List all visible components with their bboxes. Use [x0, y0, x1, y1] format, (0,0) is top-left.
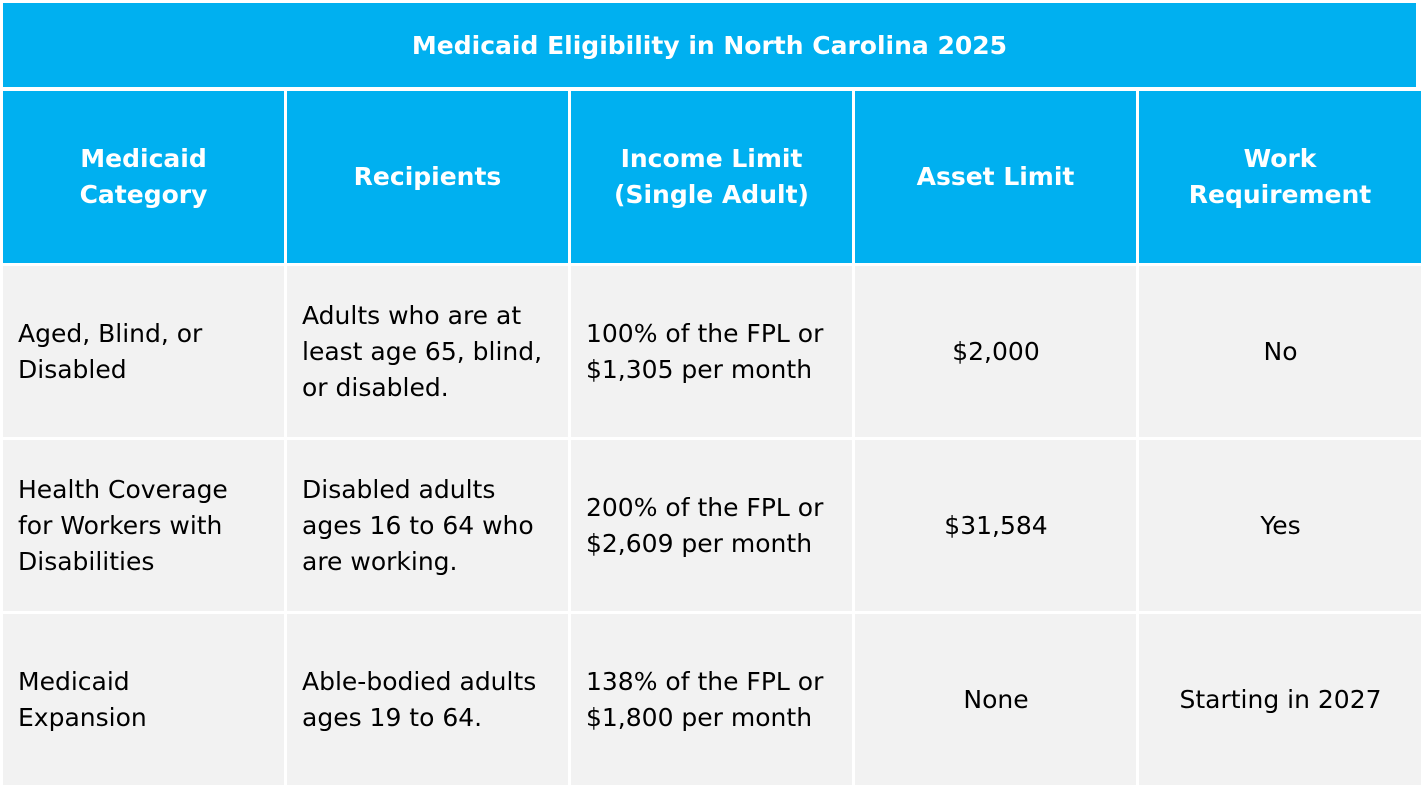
row-3-work-text: Starting in 2027: [1179, 684, 1382, 714]
row-3-income: 138% of the FPL or $1,800 per month: [571, 614, 852, 785]
row-1-recipients-text: Adults who are at least age 65, blind, o…: [302, 300, 543, 402]
row-2-category: Health Coverage for Workers with Disabil…: [3, 440, 284, 611]
row-1-work: No: [1139, 266, 1421, 437]
row-2-recipients: Disabled adults ages 16 to 64 who are wo…: [287, 440, 568, 611]
row-1-category: Aged, Blind, or Disabled: [3, 266, 284, 437]
row-3-recipients: Able-bodied adults ages 19 to 64.: [287, 614, 568, 785]
row-2-asset-text: $31,584: [944, 510, 1048, 540]
row-3-work: Starting in 2027: [1139, 614, 1421, 785]
header-medicaid-category: Medicaid Category: [3, 91, 284, 263]
table-title-text: Medicaid Eligibility in North Carolina 2…: [411, 30, 1008, 60]
header-work-requirement: Work Requirement: [1139, 91, 1421, 263]
eligibility-table: Medicaid Category Recipients Income Limi…: [3, 91, 1421, 785]
row-3-asset: None: [855, 614, 1136, 785]
row-3-category-text: Medicaid Expansion: [18, 666, 147, 732]
header-asset-limit: Asset Limit: [855, 91, 1136, 263]
row-3-asset-text: None: [963, 684, 1029, 714]
row-3-category: Medicaid Expansion: [3, 614, 284, 785]
header-recipients-label: Recipients: [353, 162, 502, 191]
row-3-income-text: 138% of the FPL or $1,800 per month: [586, 666, 824, 732]
row-2-income: 200% of the FPL or $2,609 per month: [571, 440, 852, 611]
row-1-income: 100% of the FPL or $1,305 per month: [571, 266, 852, 437]
row-2-asset: $31,584: [855, 440, 1136, 611]
header-recipients: Recipients: [287, 91, 568, 263]
row-1-category-text: Aged, Blind, or Disabled: [18, 318, 203, 384]
row-1-asset: $2,000: [855, 266, 1136, 437]
row-2-income-text: 200% of the FPL or $2,609 per month: [586, 492, 824, 558]
header-asset-limit-label: Asset Limit: [916, 162, 1075, 191]
row-2-recipients-text: Disabled adults ages 16 to 64 who are wo…: [302, 474, 534, 576]
row-2-work: Yes: [1139, 440, 1421, 611]
row-2-category-text: Health Coverage for Workers with Disabil…: [18, 474, 228, 576]
header-work-requirement-label: Work Requirement: [1188, 144, 1372, 209]
row-3-recipients-text: Able-bodied adults ages 19 to 64.: [302, 666, 537, 732]
table-title: Medicaid Eligibility in North Carolina 2…: [3, 3, 1416, 87]
header-income-limit-label: Income Limit (Single Adult): [614, 144, 809, 209]
row-1-income-text: 100% of the FPL or $1,305 per month: [586, 318, 824, 384]
row-2-work-text: Yes: [1260, 510, 1301, 540]
row-1-work-text: No: [1263, 336, 1298, 366]
header-medicaid-category-label: Medicaid Category: [79, 144, 208, 209]
header-income-limit: Income Limit (Single Adult): [571, 91, 852, 263]
row-1-asset-text: $2,000: [952, 336, 1040, 366]
row-1-recipients: Adults who are at least age 65, blind, o…: [287, 266, 568, 437]
